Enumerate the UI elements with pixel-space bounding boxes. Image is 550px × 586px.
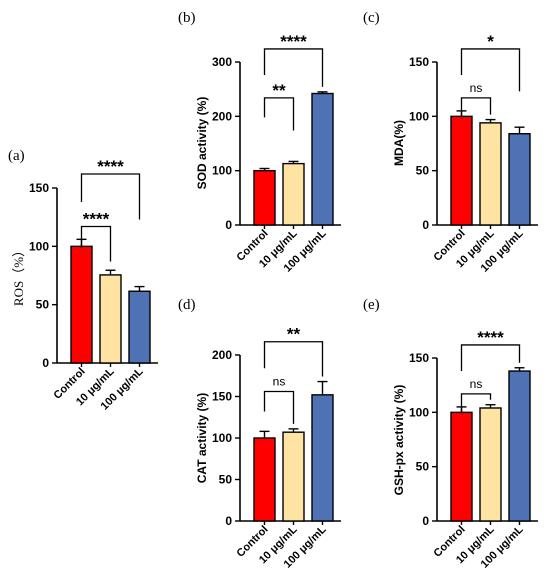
significance-label: ****: [97, 157, 124, 176]
significance-label: ****: [280, 32, 307, 51]
y-tick-label: 50: [416, 460, 430, 474]
bar: [450, 411, 473, 522]
y-axis-label: GSH-px activity (%): [392, 385, 406, 496]
bar: [99, 274, 122, 364]
y-tick-label: 100: [409, 109, 429, 123]
significance-label: **: [272, 81, 286, 100]
y-tick-label: 50: [219, 473, 233, 487]
panel-label: (e): [363, 297, 380, 313]
y-tick-label: 50: [36, 298, 50, 312]
significance-label: ****: [83, 210, 110, 229]
y-tick-label: 200: [212, 109, 232, 123]
significance-label: *: [487, 32, 494, 51]
y-tick-label: 100: [29, 239, 49, 253]
bar: [311, 394, 334, 522]
significance-label: ns: [470, 377, 483, 391]
y-tick-label: 0: [225, 218, 232, 232]
bar: [70, 245, 93, 364]
significance-bracket: [80, 173, 141, 220]
y-tick-label: 100: [212, 431, 232, 445]
significance-bracket: [263, 97, 295, 131]
y-axis-label: ROS（%）: [11, 244, 26, 306]
y-tick-label: 200: [212, 348, 232, 362]
bar: [311, 92, 334, 226]
significance-bracket: [460, 48, 521, 92]
significance-label: ns: [273, 375, 286, 389]
significance-bracket: [460, 97, 492, 118]
y-tick-label: 150: [29, 181, 49, 195]
y-tick-label: 0: [42, 356, 49, 370]
significance-label: **: [287, 325, 301, 344]
significance-bracket: [263, 390, 295, 424]
bar: [282, 431, 305, 522]
bar: [282, 162, 305, 226]
panel-label: (a): [8, 148, 25, 164]
significance-bracket: [80, 225, 112, 262]
panel-label: (b): [178, 10, 196, 26]
significance-bracket: [460, 393, 492, 414]
bar: [479, 407, 502, 522]
bar: [479, 122, 502, 226]
panel-label: (c): [363, 10, 380, 26]
y-tick-label: 100: [409, 405, 429, 419]
significance-bracket: [460, 344, 521, 372]
y-tick-label: 0: [225, 514, 232, 528]
bar: [128, 290, 151, 364]
y-axis-label: MDA(%): [392, 120, 406, 166]
panel-3: (d)CAT activity (%)050100150200Control10…: [178, 297, 341, 571]
panel-label: (d): [178, 297, 196, 313]
bar: [450, 115, 473, 226]
y-tick-label: 150: [409, 351, 429, 365]
bar: [253, 169, 276, 226]
bar: [508, 370, 531, 522]
significance-label: ****: [477, 328, 504, 347]
y-tick-label: 50: [416, 164, 430, 178]
y-tick-label: 0: [422, 218, 429, 232]
y-axis-label: SOD activity (%): [195, 97, 209, 190]
bar: [253, 437, 276, 522]
significance-bracket: [263, 341, 324, 377]
panel-4: (e)GSH-px activity (%)050100150Control10…: [363, 297, 538, 571]
bar: [508, 133, 531, 226]
significance-bracket: [263, 48, 324, 87]
y-tick-label: 300: [212, 55, 232, 69]
y-tick-label: 0: [422, 514, 429, 528]
significance-label: ns: [470, 81, 483, 95]
y-tick-label: 150: [409, 55, 429, 69]
y-axis-label: CAT activity (%): [195, 393, 209, 483]
y-tick-label: 150: [212, 390, 232, 404]
y-tick-label: 100: [212, 164, 232, 178]
